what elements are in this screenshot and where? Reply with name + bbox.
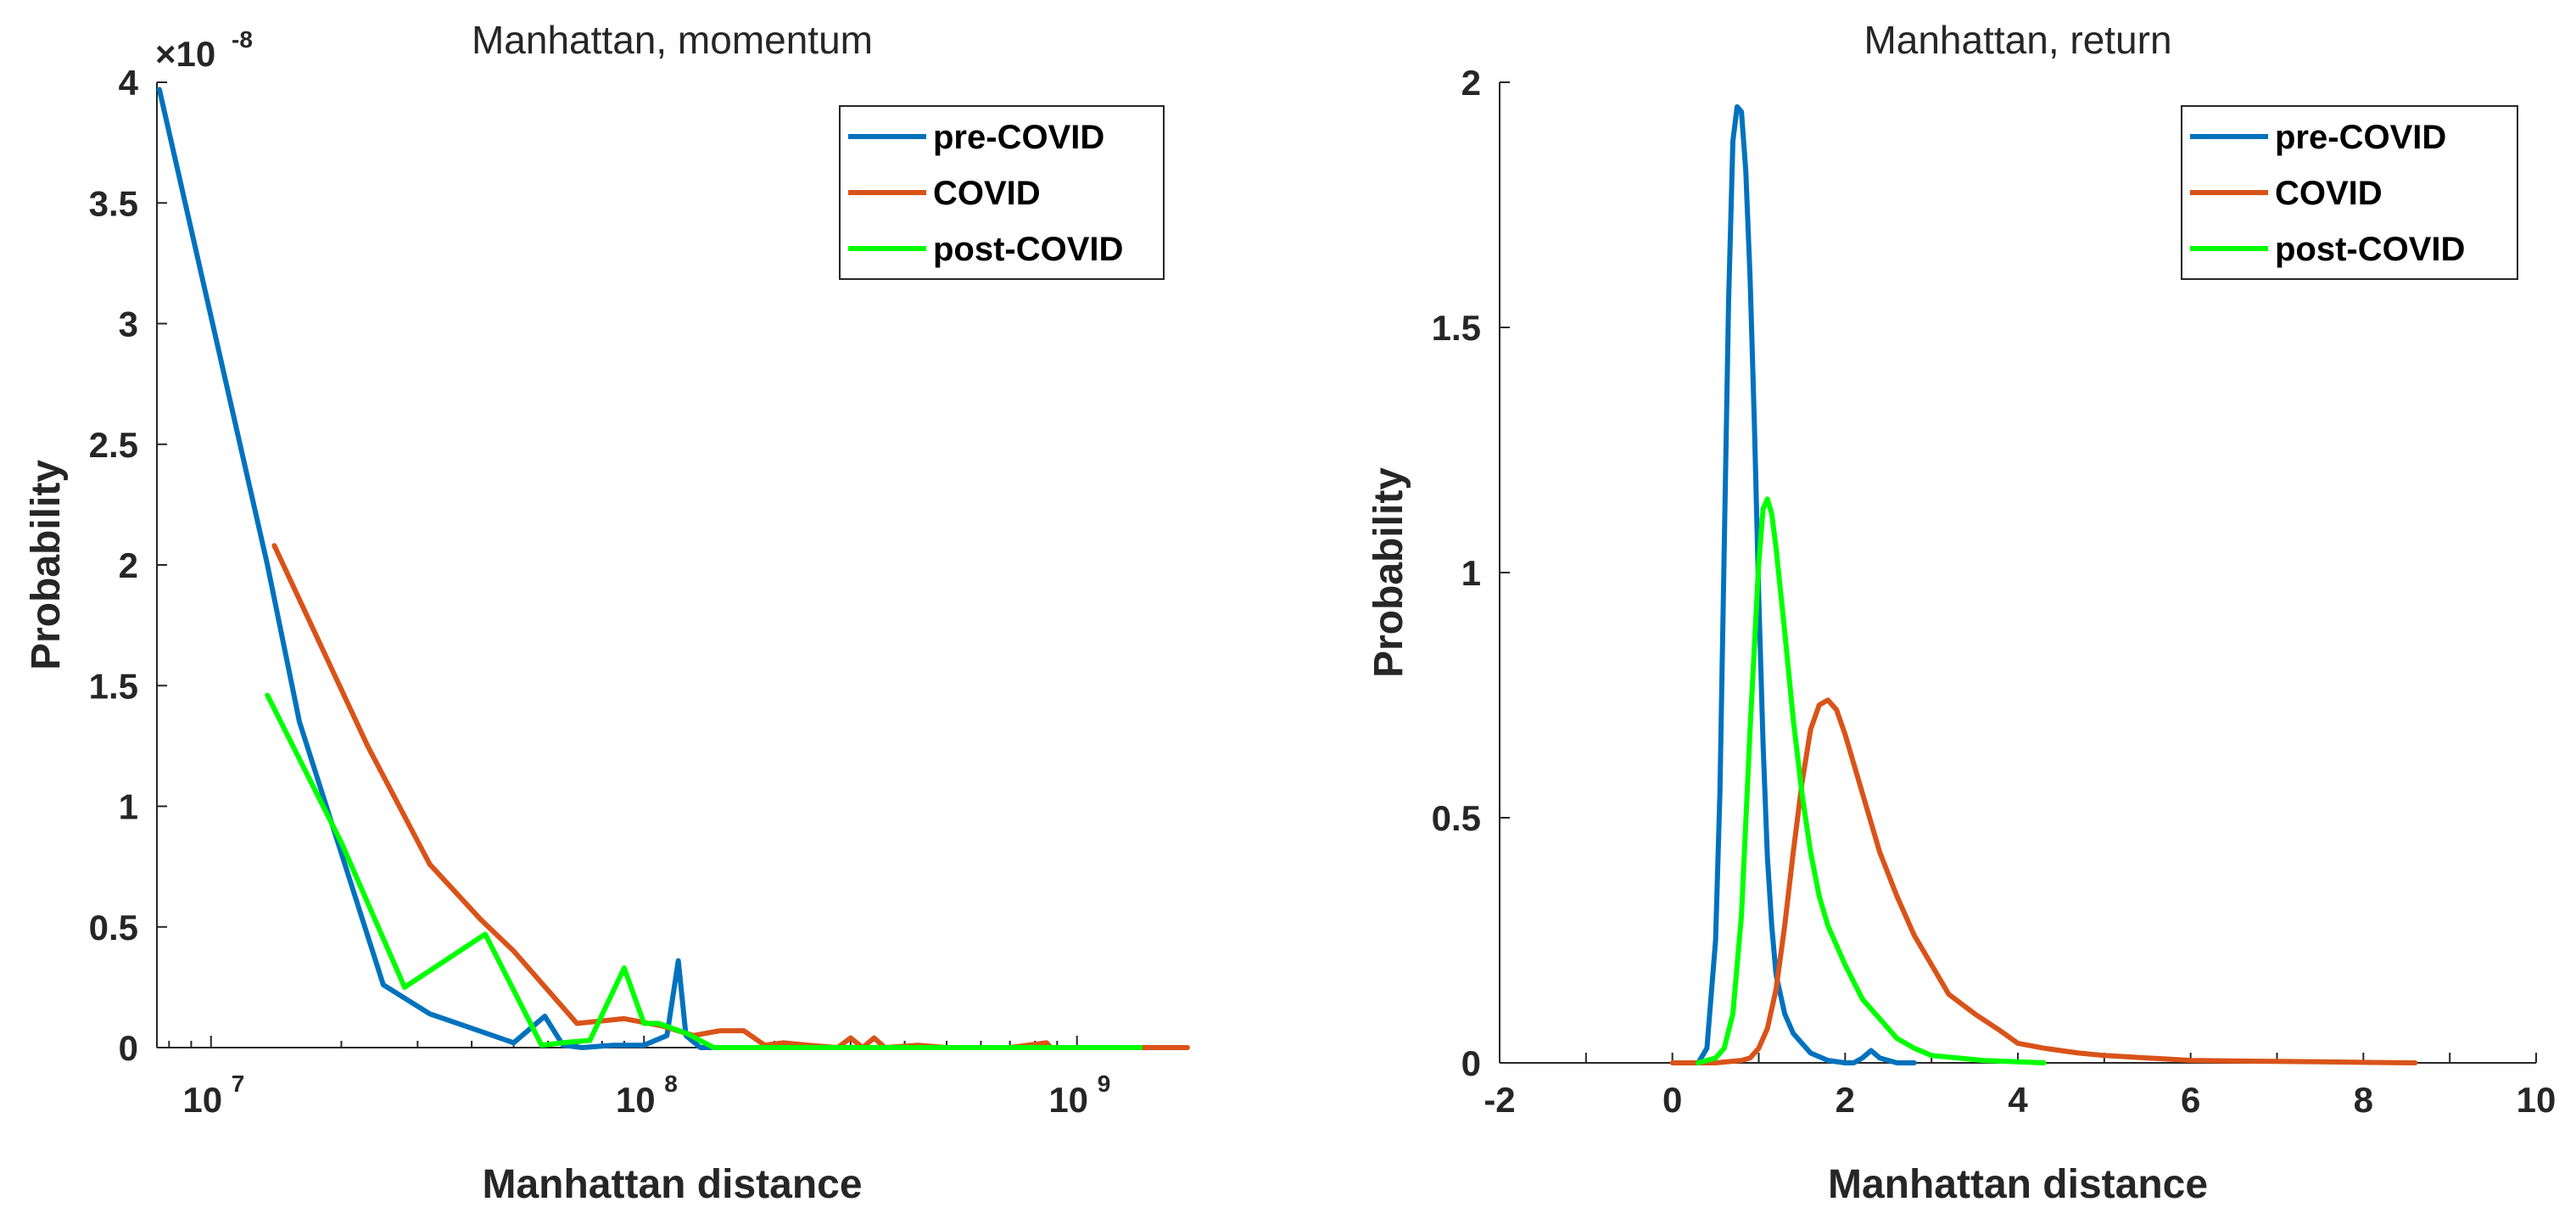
legend: pre-COVID COVID post-COVID bbox=[2181, 105, 2518, 280]
series-line-pre-covid bbox=[1696, 103, 1917, 1065]
x-tick-label: 2 bbox=[1836, 1080, 1855, 1120]
y-exponent-power: -8 bbox=[232, 26, 253, 53]
x-axis-label: Manhattan distance bbox=[1828, 1162, 2208, 1207]
legend-item-pre-covid: pre-COVID bbox=[848, 119, 1104, 156]
legend-label: pre-COVID bbox=[2275, 119, 2446, 156]
x-tick-label: 8 bbox=[2354, 1080, 2373, 1120]
x-tick-exponent: 8 bbox=[664, 1070, 678, 1097]
legend-label: COVID bbox=[933, 175, 1041, 212]
y-tick-label: 3 bbox=[119, 305, 138, 344]
y-exponent-base: ×10 bbox=[155, 34, 215, 74]
y-tick-label: 0.5 bbox=[89, 908, 138, 947]
x-tick-base: 10 bbox=[616, 1080, 656, 1120]
y-exponent-label: ×10 -8 bbox=[155, 26, 253, 74]
x-tick-label: 10 bbox=[2517, 1080, 2556, 1120]
legend-item-post-covid: post-COVID bbox=[2190, 231, 2465, 268]
y-tick-label: 3.5 bbox=[89, 183, 138, 223]
y-tick-label: 0 bbox=[119, 1028, 138, 1068]
legend-label: post-COVID bbox=[933, 231, 1123, 268]
x-tick-label: 4 bbox=[2008, 1080, 2028, 1120]
y-axis-label: Probability bbox=[1366, 467, 1411, 678]
x-tick-label: 10 9 bbox=[1048, 1070, 1110, 1120]
chart-title: Manhattan, momentum bbox=[472, 18, 873, 62]
y-tick-label: 1.5 bbox=[1432, 308, 1481, 348]
chart-title: Manhattan, return bbox=[1864, 18, 2171, 62]
x-tick-label: 6 bbox=[2181, 1080, 2200, 1120]
x-tick-label: 10 8 bbox=[616, 1070, 678, 1120]
legend-item-covid: COVID bbox=[2190, 175, 2383, 212]
x-tick-label: 0 bbox=[1662, 1080, 1682, 1120]
x-tick-label: -2 bbox=[1484, 1080, 1515, 1120]
legend-label: COVID bbox=[2275, 175, 2383, 212]
legend: pre-COVID COVID post-COVID bbox=[839, 105, 1165, 280]
y-tick-label: 2 bbox=[1461, 63, 1481, 103]
y-tick-label: 1 bbox=[119, 787, 138, 827]
x-tick-exponent: 9 bbox=[1098, 1070, 1111, 1097]
y-tick-label: 4 bbox=[119, 63, 139, 103]
y-tick-label: 0 bbox=[1461, 1043, 1481, 1083]
legend-item-pre-covid: pre-COVID bbox=[2190, 119, 2446, 156]
series-line-post-covid bbox=[1696, 496, 2047, 1065]
series-line-post-covid bbox=[265, 692, 1143, 1050]
legend-label: pre-COVID bbox=[933, 119, 1104, 156]
y-tick-label: 2 bbox=[119, 545, 138, 585]
y-tick-label: 1.5 bbox=[89, 666, 138, 706]
series-line-covid bbox=[1669, 697, 2418, 1065]
legend-item-post-covid: post-COVID bbox=[848, 231, 1123, 268]
x-tick-base: 10 bbox=[182, 1080, 222, 1120]
x-tick-base: 10 bbox=[1048, 1080, 1088, 1120]
legend-label: post-COVID bbox=[2275, 231, 2465, 268]
y-tick-label: 0.5 bbox=[1432, 798, 1481, 838]
y-tick-label: 1 bbox=[1461, 553, 1481, 593]
x-tick-exponent: 7 bbox=[232, 1070, 245, 1097]
momentum-panel: 0 0.5 1 1.5 2 2.5 3 3.5 4 10 7 10 8 10 9 ×10 -8 Manhattan… bbox=[24, 18, 1190, 1207]
x-tick-label: 10 7 bbox=[182, 1070, 244, 1120]
y-tick-label: 2.5 bbox=[89, 425, 138, 465]
legend-item-covid: COVID bbox=[848, 175, 1041, 212]
x-axis-label: Manhattan distance bbox=[482, 1162, 862, 1207]
y-axis-label: Probability bbox=[24, 460, 69, 670]
